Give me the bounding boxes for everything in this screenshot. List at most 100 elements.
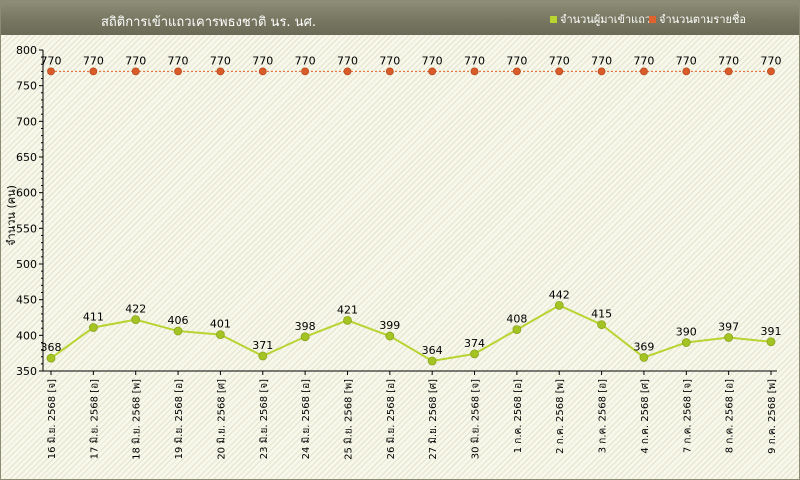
data-point-enrolled bbox=[385, 67, 394, 76]
data-label-enrolled: 770 bbox=[83, 54, 104, 67]
y-axis-title: จำนวน (คน) bbox=[5, 185, 18, 246]
data-label-enrolled: 770 bbox=[761, 54, 782, 67]
data-label-present: 398 bbox=[295, 320, 316, 333]
data-point-enrolled bbox=[301, 67, 310, 76]
data-label-enrolled: 770 bbox=[464, 54, 485, 67]
x-tick-label: 27 มิ.ย. 2568 [ศ] bbox=[428, 379, 439, 460]
data-point-present bbox=[512, 325, 522, 335]
data-point-enrolled bbox=[682, 67, 691, 76]
y-tick-label: 500 bbox=[16, 258, 37, 271]
y-tick-label: 400 bbox=[16, 329, 37, 342]
y-tick-label: 700 bbox=[16, 115, 37, 128]
data-label-present: 401 bbox=[210, 318, 231, 331]
data-label-enrolled: 770 bbox=[676, 54, 697, 67]
data-label-enrolled: 770 bbox=[252, 54, 273, 67]
x-tick-label: 23 มิ.ย. 2568 [จ] bbox=[259, 379, 270, 459]
data-point-enrolled bbox=[767, 67, 775, 76]
y-tick-label: 450 bbox=[16, 294, 37, 307]
data-point-enrolled bbox=[258, 67, 267, 76]
data-point-enrolled bbox=[640, 67, 648, 76]
y-tick-label: 650 bbox=[16, 151, 37, 164]
data-point-enrolled bbox=[89, 67, 98, 76]
data-label-present: 369 bbox=[633, 340, 654, 353]
y-tick-label: 550 bbox=[16, 222, 37, 235]
data-label-present: 411 bbox=[83, 310, 104, 323]
data-point-present bbox=[427, 356, 437, 366]
data-point-enrolled bbox=[724, 67, 733, 76]
data-point-present bbox=[173, 326, 183, 336]
data-label-present: 390 bbox=[676, 325, 697, 338]
data-point-present bbox=[300, 332, 310, 342]
data-point-present bbox=[46, 353, 56, 363]
y-tick-label: 750 bbox=[16, 80, 37, 93]
data-label-present: 406 bbox=[168, 314, 189, 327]
data-point-present bbox=[597, 320, 606, 330]
data-point-present bbox=[258, 351, 268, 361]
data-label-enrolled: 770 bbox=[295, 54, 316, 67]
data-point-enrolled bbox=[470, 67, 479, 76]
data-label-enrolled: 770 bbox=[379, 54, 400, 67]
x-tick-label: 1 ก.ค. 2568 [อ] bbox=[513, 379, 524, 453]
x-tick-label: 18 มิ.ย. 2568 [พ] bbox=[132, 379, 143, 460]
data-point-enrolled bbox=[47, 67, 55, 76]
x-tick-label: 8 ก.ค. 2568 [อ] bbox=[725, 379, 736, 453]
x-tick-label: 4 ก.ค. 2568 [ศ] bbox=[640, 379, 651, 454]
data-label-enrolled: 770 bbox=[125, 54, 146, 67]
data-point-present bbox=[131, 315, 141, 325]
data-point-present bbox=[681, 338, 691, 347]
data-point-enrolled bbox=[216, 67, 225, 76]
x-tick-label: 20 มิ.ย. 2568 [ศ] bbox=[216, 379, 227, 460]
legend-swatch-enrolled bbox=[649, 15, 656, 23]
data-point-present bbox=[343, 315, 352, 325]
data-label-enrolled: 770 bbox=[210, 54, 231, 67]
data-label-enrolled: 770 bbox=[591, 54, 612, 67]
data-point-enrolled bbox=[428, 67, 437, 76]
data-point-enrolled bbox=[597, 67, 606, 76]
data-point-enrolled bbox=[343, 67, 352, 76]
data-label-enrolled: 770 bbox=[168, 54, 189, 67]
data-label-present: 391 bbox=[761, 325, 782, 338]
data-label-present: 364 bbox=[422, 344, 443, 357]
chart-title: สถิติการเข้าแถวเคารพธงชาติ นร. นศ. bbox=[101, 15, 316, 30]
data-label-present: 371 bbox=[252, 339, 273, 352]
data-label-present: 422 bbox=[125, 303, 146, 316]
chart-title-bar: สถิติการเข้าแถวเคารพธงชาติ นร. นศ. จำนวน… bbox=[1, 1, 799, 35]
data-point-enrolled bbox=[512, 67, 521, 76]
data-point-present bbox=[639, 353, 649, 362]
data-label-enrolled: 770 bbox=[41, 54, 62, 67]
legend-item-present: จำนวนผู้มาเข้าแถว bbox=[550, 10, 651, 28]
data-label-present: 368 bbox=[41, 341, 62, 354]
data-point-present bbox=[470, 349, 479, 359]
data-point-enrolled bbox=[174, 67, 182, 76]
legend-swatch-present bbox=[550, 15, 557, 23]
data-label-enrolled: 770 bbox=[633, 54, 654, 67]
data-label-enrolled: 770 bbox=[337, 54, 358, 67]
series-line-present bbox=[50, 304, 772, 363]
data-label-present: 408 bbox=[506, 313, 527, 326]
data-point-present bbox=[554, 300, 564, 310]
y-tick-label: 600 bbox=[16, 187, 37, 200]
data-label-enrolled: 770 bbox=[549, 54, 570, 67]
x-tick-label: 24 มิ.ย. 2568 [อ] bbox=[301, 379, 312, 459]
data-point-present bbox=[724, 333, 734, 342]
x-tick-label: 3 ก.ค. 2568 [อ] bbox=[598, 379, 609, 453]
x-tick-label: 7 ก.ค. 2568 [จ] bbox=[682, 379, 693, 453]
data-label-present: 399 bbox=[379, 319, 400, 332]
y-tick-label: 350 bbox=[16, 365, 37, 378]
x-tick-label: 19 มิ.ย. 2568 [อ] bbox=[174, 379, 185, 459]
x-tick-label: 17 มิ.ย. 2568 [อ] bbox=[89, 379, 100, 459]
data-point-enrolled bbox=[555, 67, 564, 76]
data-label-present: 442 bbox=[549, 288, 570, 301]
legend-label-enrolled: จำนวนตามรายชื่อ bbox=[659, 13, 747, 26]
data-label-enrolled: 770 bbox=[422, 54, 443, 67]
data-point-enrolled bbox=[131, 67, 140, 76]
legend-label-present: จำนวนผู้มาเข้าแถว bbox=[560, 13, 652, 26]
x-tick-label: 16 มิ.ย. 2568 [จ] bbox=[47, 379, 58, 459]
data-point-present bbox=[766, 337, 776, 347]
data-point-present bbox=[88, 323, 98, 332]
data-label-present: 397 bbox=[718, 320, 739, 333]
data-label-present: 415 bbox=[591, 308, 612, 321]
data-label-present: 421 bbox=[337, 303, 358, 316]
